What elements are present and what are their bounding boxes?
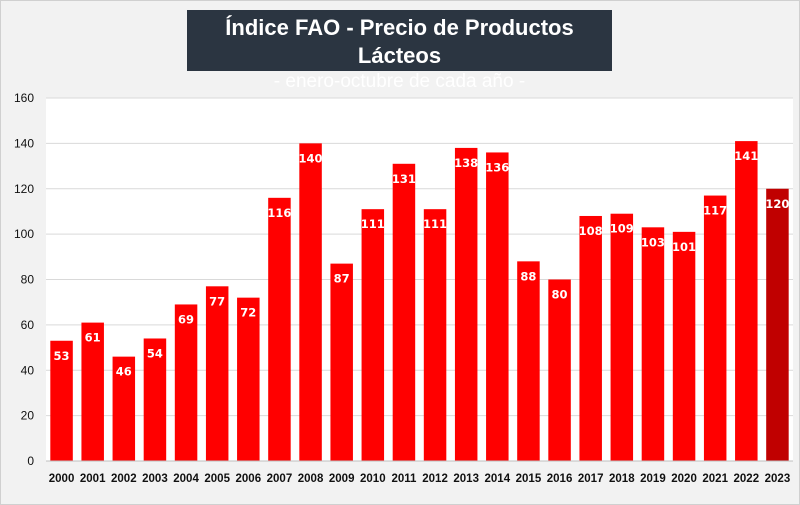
bar [205,286,229,461]
data-label: 72 [240,306,256,320]
bar [392,163,416,461]
bar [81,322,104,461]
bar [766,188,789,461]
x-tick-label: 2001 [80,473,106,485]
y-tick-label: 40 [21,363,35,377]
data-label: 61 [85,331,101,345]
data-label: 108 [579,224,603,238]
y-tick-label: 140 [14,136,34,150]
x-tick-label: 2011 [391,473,417,485]
bar [268,197,291,461]
bar [361,209,385,461]
bar [299,143,322,461]
data-label: 77 [209,294,225,308]
data-label: 54 [147,346,163,360]
bar [112,356,136,461]
bar [237,297,260,461]
bar [174,304,198,461]
bar [641,227,665,461]
data-label: 120 [765,197,789,211]
x-tick-label: 2003 [142,473,168,485]
data-label: 141 [734,149,758,163]
x-tick-label: 2015 [516,473,542,485]
x-tick-label: 2005 [204,473,230,485]
data-label: 69 [178,312,194,326]
chart-title: Índice FAO - Precio de Productos Lácteos [225,15,574,68]
y-tick-label: 160 [14,91,34,105]
y-tick-label: 120 [14,182,34,196]
data-label: 116 [267,206,291,220]
x-tick-label: 2016 [547,473,573,485]
bar [517,261,540,461]
bar [423,209,447,461]
data-label: 136 [485,160,509,174]
x-tick-label: 2010 [360,473,386,485]
data-label: 88 [520,269,536,283]
bar [143,338,167,461]
bar [454,147,478,461]
x-tick-label: 2002 [111,473,137,485]
x-tick-label: 2023 [765,473,791,485]
x-tick-label: 2017 [578,473,604,485]
y-tick-label: 60 [21,318,35,332]
x-tick-label: 2021 [702,473,728,485]
y-tick-label: 80 [21,273,35,287]
chart-title-box: Índice FAO - Precio de Productos Lácteos… [187,10,612,92]
data-label: 117 [703,204,727,218]
x-tick-label: 2012 [422,473,448,485]
x-tick-label: 2004 [173,473,199,485]
x-tick-label: 2008 [298,473,324,485]
x-tick-label: 2014 [485,473,511,485]
x-tick-label: 2020 [671,473,697,485]
chart-subtitle: - enero-octubre de cada año - [273,71,526,92]
data-label: 103 [641,235,665,249]
data-label: 109 [610,222,634,236]
x-tick-label: 2018 [609,473,635,485]
bar [579,215,602,461]
data-label: 53 [54,349,70,363]
x-tick-label: 2019 [640,473,666,485]
y-tick-label: 0 [27,454,34,468]
bar [330,263,353,461]
x-tick-label: 2006 [236,473,262,485]
data-label: 138 [454,156,478,170]
x-tick-label: 2000 [49,473,75,485]
data-label: 131 [392,172,416,186]
bar [548,279,571,461]
bar [610,213,634,461]
data-label: 80 [552,288,568,302]
data-label: 101 [672,240,696,254]
x-tick-label: 2009 [329,473,355,485]
x-tick-label: 2007 [267,473,293,485]
bar [735,141,758,461]
y-tick-label: 20 [21,409,35,423]
bar [50,340,73,461]
x-tick-label: 2013 [453,473,479,485]
x-tick-label: 2022 [734,473,760,485]
data-label: 140 [299,151,323,165]
data-label: 111 [423,217,447,231]
data-label: 46 [116,365,132,379]
bar [672,231,696,461]
data-label: 87 [334,272,350,286]
y-tick-label: 100 [14,227,34,241]
bar [486,152,509,461]
bar [703,195,727,461]
data-label: 111 [361,217,385,231]
